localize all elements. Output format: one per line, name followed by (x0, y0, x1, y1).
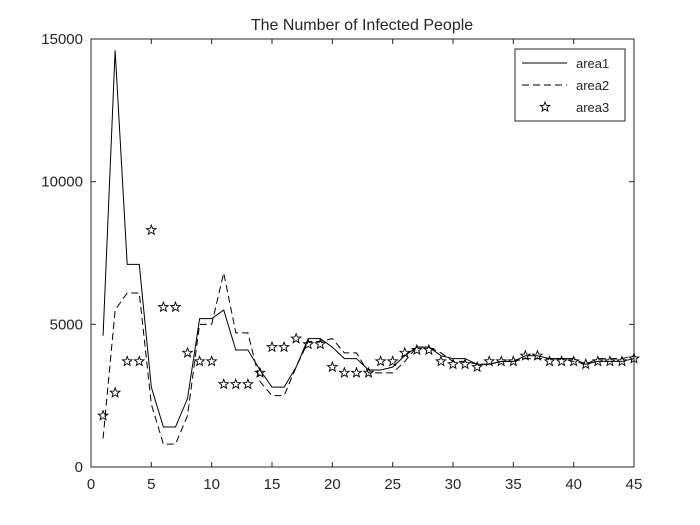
x-tick-label: 0 (87, 476, 95, 493)
data-point-star (579, 357, 592, 370)
data-point-star (278, 340, 291, 353)
data-point-star (169, 300, 182, 313)
data-point-star (338, 366, 351, 378)
x-tick-label: 35 (505, 476, 522, 493)
y-tick-label: 10000 (41, 174, 83, 191)
data-point-star (145, 223, 158, 236)
y-tick-label: 0 (75, 459, 83, 476)
x-tick-label: 30 (445, 476, 462, 493)
data-point-star (302, 338, 315, 350)
data-point-star (495, 355, 508, 367)
plot-area (90, 38, 635, 468)
chart-title: The Number of Infected People (251, 17, 473, 34)
x-tick-label: 25 (384, 476, 401, 493)
data-point-star (241, 377, 254, 390)
x-tick-label: 20 (324, 476, 341, 493)
data-point-star (350, 366, 363, 378)
legend-swatch-area3 (539, 100, 551, 113)
data-point-star (628, 352, 640, 364)
data-point-star (459, 357, 472, 370)
x-tick-label: 15 (264, 476, 281, 493)
data-point-star (603, 355, 616, 367)
data-point-star (362, 366, 375, 378)
data-point-star (181, 346, 194, 358)
data-point-star (229, 377, 242, 390)
data-point-star (326, 360, 339, 373)
y-tick-label: 5000 (50, 316, 83, 333)
data-point-star (266, 340, 278, 353)
legend-label-area3: area3 (576, 100, 609, 115)
legend: area1 area2 area3 (514, 48, 626, 122)
legend-label-area2: area2 (576, 78, 609, 93)
data-point-star (507, 355, 520, 367)
x-axis: 0 5 10 15 20 25 30 35 40 45 (87, 39, 643, 493)
data-point-star (567, 355, 580, 367)
data-point-star (386, 355, 399, 367)
data-point-star (519, 349, 532, 361)
series-layer (97, 50, 640, 445)
data-point-star (217, 377, 230, 390)
series-line-area2 (102, 272, 635, 445)
data-point-star (591, 355, 604, 367)
data-point-star (483, 355, 496, 367)
data-point-star (97, 409, 110, 421)
data-point-star (543, 355, 556, 367)
series-markers-area3 (97, 223, 640, 421)
data-point-star (471, 360, 484, 373)
data-point-star (193, 355, 206, 367)
data-point-star (205, 355, 218, 367)
data-point-star (314, 338, 327, 350)
x-tick-label: 45 (626, 476, 643, 493)
data-point-star (121, 355, 134, 367)
y-axis: 0 5000 10000 15000 (41, 31, 634, 476)
x-tick-label: 10 (203, 476, 220, 493)
data-point-star (109, 386, 122, 398)
data-point-star (410, 343, 423, 356)
data-point-star (422, 343, 435, 356)
data-point-star (447, 357, 459, 370)
data-point-star (374, 355, 387, 367)
x-tick-label: 40 (565, 476, 582, 493)
data-point-star (253, 366, 266, 378)
data-point-star (157, 300, 170, 313)
plot-frame (90, 38, 635, 468)
data-point-star (531, 349, 544, 361)
data-point-star (133, 355, 146, 367)
data-point-star (555, 355, 568, 367)
data-point-star (398, 346, 411, 358)
x-tick-label: 5 (147, 476, 155, 493)
legend-label-area1: area1 (576, 56, 609, 71)
series-line-area1 (102, 50, 635, 428)
data-point-star (615, 355, 628, 367)
data-point-star (434, 355, 447, 367)
data-point-star (290, 332, 303, 344)
y-tick-label: 15000 (41, 31, 83, 48)
